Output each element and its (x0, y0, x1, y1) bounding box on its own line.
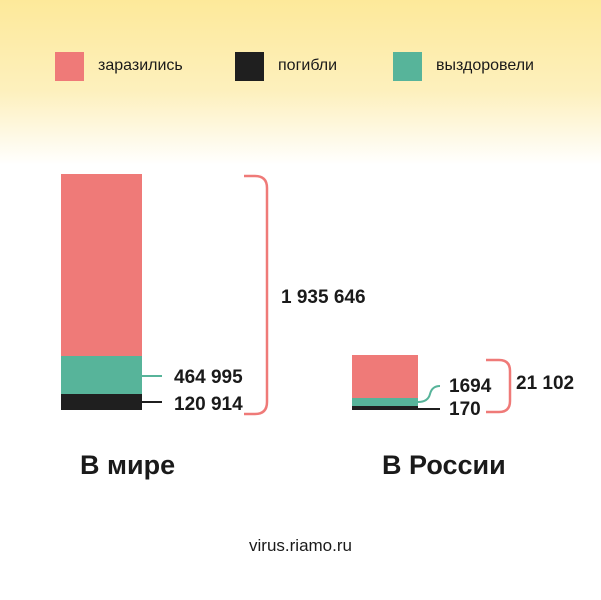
label-russia-recovered: 1694 (449, 376, 492, 397)
label-world-recovered: 464 995 (174, 367, 243, 388)
legend-item-infected: заразились (55, 50, 183, 82)
chart-legend: заразились погибли выздоровели (0, 50, 601, 82)
label-russia-total: 21 102 (516, 373, 574, 394)
legend-item-recovered: выздоровели (393, 50, 534, 82)
brace-russia-total (486, 358, 512, 414)
legend-label-recovered: выздоровели (436, 57, 534, 74)
legend-swatch-infected (55, 51, 84, 81)
label-world-total: 1 935 646 (281, 287, 366, 308)
bar-segment-russia-infected (352, 355, 418, 398)
bar-segment-world-infected (61, 174, 142, 356)
legend-swatch-recovered (393, 51, 422, 81)
bar-segment-world-recovered (61, 356, 142, 394)
header-gradient-band (0, 0, 601, 165)
legend-swatch-deaths (235, 51, 264, 81)
category-label-russia: В России (382, 450, 506, 480)
source-link-text: virus.riamo.ru (249, 536, 352, 555)
label-russia-deaths: 170 (449, 399, 481, 420)
leader-line-russia-recovered (417, 385, 441, 403)
brace-world-total (244, 174, 269, 416)
legend-item-deaths: погибли (235, 50, 337, 82)
bar-segment-russia-recovered (352, 398, 418, 406)
bar-segment-russia-deaths (352, 406, 418, 410)
category-label-world: В мире (80, 450, 175, 480)
legend-label-deaths: погибли (278, 57, 338, 74)
legend-label-infected: заразились (98, 57, 183, 74)
bar-segment-world-deaths (61, 394, 142, 410)
label-world-deaths: 120 914 (174, 394, 243, 415)
